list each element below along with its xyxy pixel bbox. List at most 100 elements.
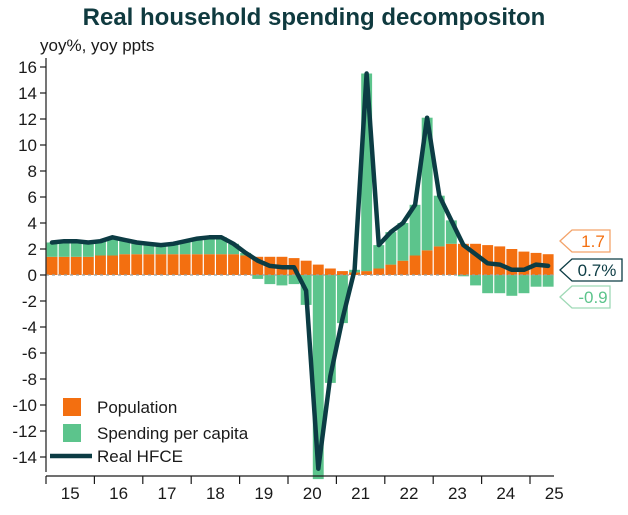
y-tick-label: -6 [22, 344, 37, 363]
spending-per-capita-bar [458, 275, 469, 277]
y-tick-label: 0 [28, 266, 37, 285]
x-tick-label: 24 [496, 484, 515, 503]
legend-swatch [63, 398, 81, 416]
legend: Population Spending per capita Real HFCE [50, 398, 249, 466]
end-label-text: 1.7 [581, 232, 605, 251]
spending-per-capita-bar [216, 237, 227, 255]
population-bar [95, 255, 106, 275]
spending-per-capita-bar [361, 73, 373, 272]
y-tick-label: -2 [22, 292, 37, 311]
population-bar [70, 256, 82, 275]
legend-label: Spending per capita [97, 424, 249, 443]
population-bar [482, 245, 494, 275]
legend-label: Population [97, 398, 177, 417]
population-bar [385, 264, 397, 275]
x-tick-label: 22 [400, 484, 419, 503]
y-tick-label: -12 [12, 422, 37, 441]
population-bar [203, 254, 215, 275]
y-tick-label: 6 [28, 188, 37, 207]
y-tick-label: -10 [12, 396, 37, 415]
chart-title: Real household spending decompositon [82, 4, 546, 31]
spending-per-capita-bar [143, 243, 155, 255]
spending-per-capita-bar [70, 241, 82, 257]
population-bar [252, 256, 264, 275]
population-bar [470, 243, 481, 275]
end-label-box [559, 229, 611, 253]
population-bar [155, 254, 167, 275]
population-bar [228, 254, 239, 275]
spending-per-capita-bar [470, 275, 481, 286]
population-bar [409, 255, 421, 275]
spending-per-capita-bar [385, 232, 397, 265]
population-bar [337, 271, 348, 275]
y-tick-label: 2 [28, 240, 37, 259]
x-tick-label: 16 [109, 484, 128, 503]
spending-per-capita-bar [445, 220, 457, 244]
spending-per-capita-bar [433, 195, 445, 247]
real-hfce-line [49, 71, 551, 471]
population-bar [494, 246, 506, 275]
legend-label: Real HFCE [97, 447, 183, 466]
population-bar [119, 254, 131, 275]
spending-per-capita-bar [58, 241, 70, 257]
population-bar [373, 268, 385, 275]
spending-per-capita-bar [288, 275, 300, 285]
y-tick-label: -14 [12, 448, 37, 467]
spending-per-capita-bar [337, 275, 348, 324]
spending-per-capita-bar [373, 245, 385, 269]
spending-per-capita-bar [119, 239, 131, 255]
population-bar [46, 256, 58, 275]
spending-per-capita-bar [167, 243, 179, 255]
population-bar [131, 254, 143, 275]
spending-per-capita-bar [421, 117, 433, 251]
population-bar [518, 251, 530, 275]
end-label-box [559, 258, 623, 282]
spending-per-capita-bar [276, 275, 288, 286]
spending-per-capita-bar [312, 275, 324, 480]
x-tick-label: 19 [254, 484, 273, 503]
legend-swatch [63, 424, 81, 442]
population-bar [216, 254, 227, 275]
spending-per-capita-bar [494, 275, 506, 294]
population-bar [361, 271, 373, 275]
population-bar [58, 256, 70, 275]
population-bar [445, 243, 457, 275]
end-label-text: 0.7% [578, 261, 617, 280]
y-tick-label: 16 [18, 58, 37, 77]
spending-per-capita-bar [397, 223, 409, 261]
spending-per-capita-bar [324, 275, 336, 383]
x-tick-label: 20 [303, 484, 322, 503]
spending-per-capita-bar [179, 241, 191, 255]
spending-per-capita-bar [542, 275, 554, 287]
spending-per-capita-bar [191, 238, 203, 255]
spending-per-capita-bar [107, 237, 118, 256]
end-label-text: -0.9 [578, 288, 607, 307]
spending-per-capita-bar [131, 242, 143, 255]
population-bar [179, 254, 191, 275]
population-bar [421, 250, 433, 275]
x-tick-label: 21 [351, 484, 370, 503]
spending-per-capita-bar [530, 275, 542, 287]
spending-per-capita-bar [82, 242, 94, 257]
population-bar [324, 268, 336, 275]
y-tick-label: 8 [28, 162, 37, 181]
spending-per-capita-bar [252, 275, 264, 279]
y-tick-label: 10 [18, 136, 37, 155]
spending-per-capita-bar [264, 275, 276, 285]
population-bar [191, 254, 203, 275]
population-bar [506, 249, 518, 275]
x-tick-label: 15 [61, 484, 80, 503]
population-bar [300, 260, 312, 275]
spending-per-capita-bar [518, 275, 530, 294]
spending-per-capita-bars [46, 73, 554, 480]
x-tick-label: 25 [545, 484, 564, 503]
spending-per-capita-bar [506, 275, 518, 296]
y-tick-label: -8 [22, 370, 37, 389]
y-axis: 16 14 12 10 8 6 4 2 0 -2 -4 -6 -8 -10 -12 -14 [12, 58, 47, 472]
y-tick-label: 12 [18, 110, 37, 129]
end-labels: 1.7 0.7% -0.9 [559, 229, 623, 309]
spending-per-capita-bar [203, 237, 215, 255]
population-bar [433, 246, 445, 275]
spending-per-capita-bar [482, 275, 494, 294]
